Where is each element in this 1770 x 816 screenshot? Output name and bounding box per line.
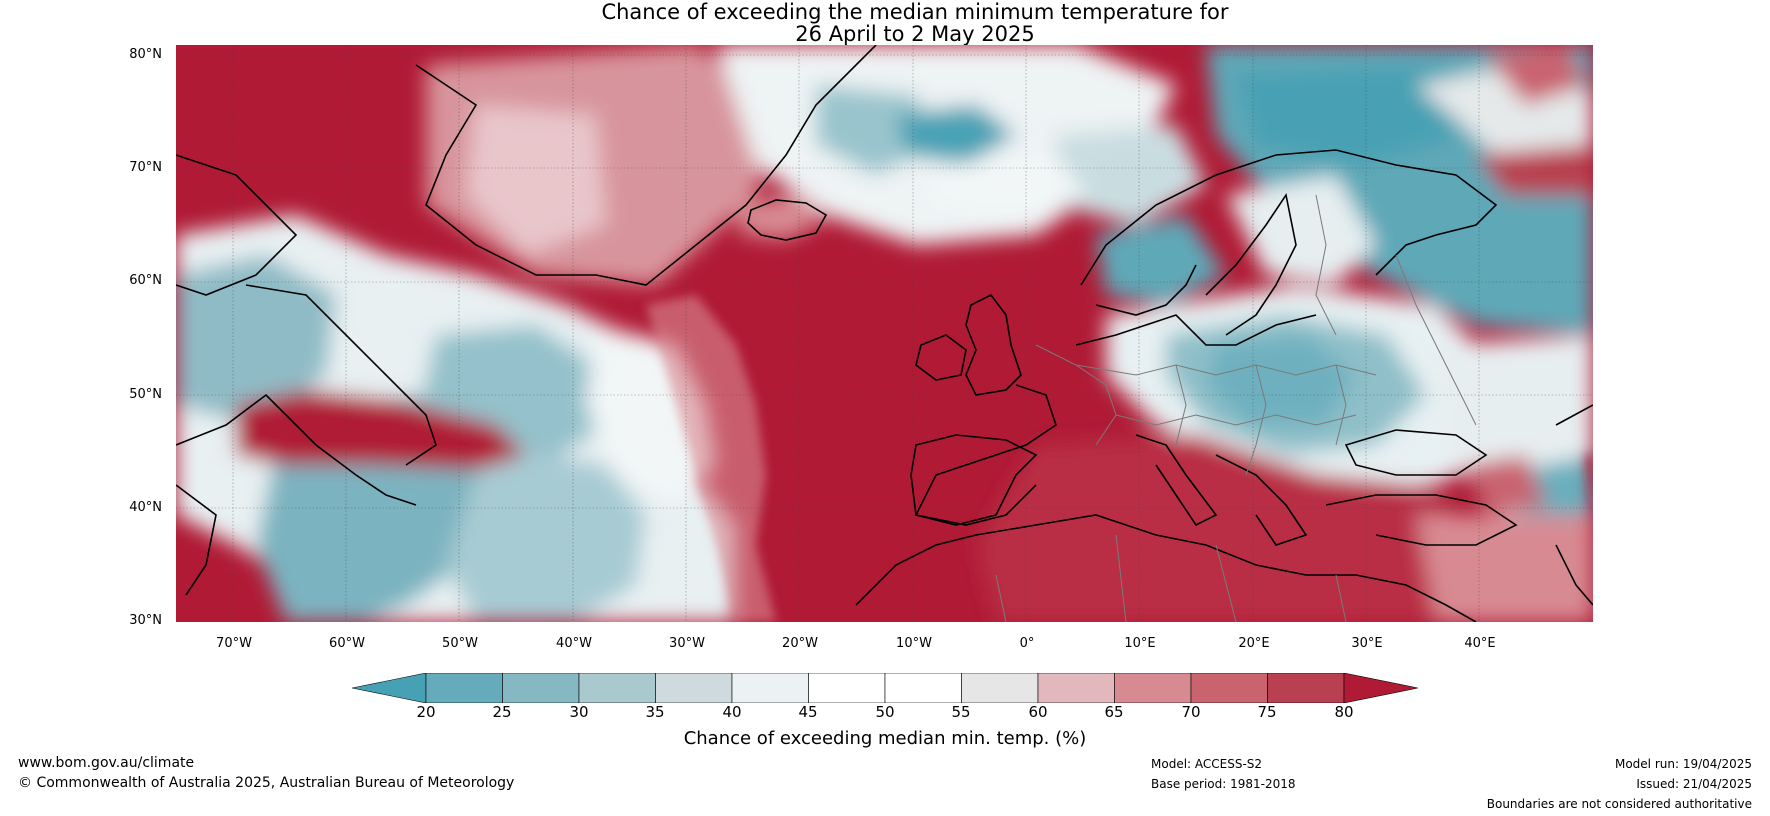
lat-label-70n: 70°N	[129, 160, 162, 175]
coastlines	[176, 45, 1593, 622]
colorbar-legend	[352, 673, 1418, 703]
colorbar-segment-45-50	[808, 673, 886, 703]
colorbar-tick-75: 75	[1257, 703, 1277, 721]
lat-label-30n: 30°N	[129, 613, 162, 628]
disclaimer-text: Boundaries are not considered authoritat…	[1486, 797, 1752, 811]
colorbar-tick-30: 30	[569, 703, 589, 721]
lon-label-30e: 30°E	[1351, 636, 1383, 651]
lon-label-30w: 30°W	[669, 636, 705, 651]
model-run-text: Model run: 19/04/2025	[1614, 757, 1752, 771]
colorbar-extend-high	[1343, 673, 1418, 703]
colorbar-extend-low	[352, 673, 427, 703]
map-subtitle-date-range: 26 April to 2 May 2025	[795, 22, 1035, 46]
copyright-text: © Commonwealth of Australia 2025, Austra…	[18, 775, 515, 791]
website-text: www.bom.gov.au/climate	[18, 755, 195, 771]
colorbar-tick-55: 55	[951, 703, 971, 721]
lon-label-60w: 60°W	[329, 636, 365, 651]
lon-label-20e: 20°E	[1238, 636, 1270, 651]
base-period-text: Base period: 1981-2018	[1151, 777, 1296, 791]
lon-label-10e: 10°E	[1124, 636, 1156, 651]
colorbar-segment-75-80	[1267, 673, 1345, 703]
lon-label-70w: 70°W	[216, 636, 252, 651]
colorbar-tick-80: 80	[1334, 703, 1354, 721]
colorbar-tick-40: 40	[722, 703, 742, 721]
colorbar-segment-70-75	[1190, 673, 1268, 703]
colorbar-segment-40-45	[731, 673, 809, 703]
colorbar-segment-65-70	[1114, 673, 1192, 703]
lon-label-20w: 20°W	[782, 636, 818, 651]
lon-label-40e: 40°E	[1464, 636, 1496, 651]
lon-label-50w: 50°W	[442, 636, 478, 651]
colorbar-segment-35-40	[655, 673, 733, 703]
lat-label-60n: 60°N	[129, 273, 162, 288]
probability-map	[176, 45, 1593, 622]
borders	[995, 194, 1477, 622]
colorbar-tick-65: 65	[1104, 703, 1124, 721]
map-title: Chance of exceeding the median minimum t…	[601, 0, 1229, 24]
graticule	[176, 45, 1593, 622]
colorbar-segment-20-25	[425, 673, 503, 703]
issued-text: Issued: 21/04/2025	[1636, 777, 1752, 791]
colorbar-segment-30-35	[578, 673, 656, 703]
lon-label-0: 0°	[1019, 636, 1035, 651]
colorbar-tick-25: 25	[492, 703, 512, 721]
colorbar-segment-50-55	[884, 673, 962, 703]
lat-label-50n: 50°N	[129, 387, 162, 402]
model-text: Model: ACCESS-S2	[1151, 757, 1263, 771]
colorbar-segments	[352, 673, 1418, 703]
colorbar-tick-45: 45	[798, 703, 818, 721]
lat-label-80n: 80°N	[129, 47, 162, 62]
colorbar-tick-60: 60	[1028, 703, 1048, 721]
lat-label-40n: 40°N	[129, 500, 162, 515]
colorbar-label: Chance of exceeding median min. temp. (%…	[683, 728, 1087, 749]
lon-label-40w: 40°W	[556, 636, 592, 651]
colorbar-tick-50: 50	[875, 703, 895, 721]
colorbar-segment-55-60	[961, 673, 1039, 703]
colorbar-tick-20: 20	[416, 703, 436, 721]
colorbar-tick-70: 70	[1181, 703, 1201, 721]
lon-label-10w: 10°W	[896, 636, 932, 651]
colorbar-segment-60-65	[1037, 673, 1115, 703]
colorbar-tick-35: 35	[645, 703, 665, 721]
probability-fields	[176, 45, 1593, 622]
colorbar-segment-25-30	[502, 673, 580, 703]
